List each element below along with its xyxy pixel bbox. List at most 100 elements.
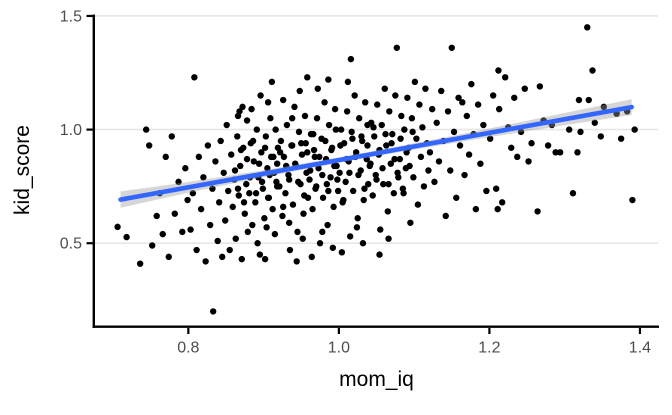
data-point xyxy=(226,246,233,254)
data-point xyxy=(378,121,385,129)
data-point xyxy=(617,135,625,142)
data-point xyxy=(448,44,455,51)
data-point xyxy=(193,246,200,254)
data-point xyxy=(316,240,324,247)
data-point xyxy=(123,233,130,241)
data-point xyxy=(243,180,250,188)
data-point xyxy=(349,135,356,142)
data-point xyxy=(377,226,384,233)
data-point xyxy=(483,187,490,195)
data-point xyxy=(289,201,297,208)
data-point xyxy=(235,192,242,199)
data-point xyxy=(187,226,194,233)
data-point xyxy=(165,253,172,261)
data-point xyxy=(142,126,150,133)
data-point xyxy=(136,260,144,267)
data-point xyxy=(285,176,293,183)
data-point xyxy=(209,308,217,315)
data-point xyxy=(369,192,376,199)
data-point xyxy=(495,105,503,113)
data-point xyxy=(256,251,264,258)
data-point xyxy=(189,190,197,197)
data-point xyxy=(334,176,341,183)
data-point xyxy=(411,78,419,86)
data-point xyxy=(362,99,369,106)
data-point xyxy=(212,158,219,165)
data-point xyxy=(384,208,391,215)
data-point xyxy=(234,133,241,140)
data-point xyxy=(315,165,322,172)
data-point xyxy=(220,169,227,176)
data-point xyxy=(280,153,288,161)
data-point xyxy=(299,235,306,242)
data-point xyxy=(433,119,440,126)
data-point xyxy=(534,208,541,215)
data-point xyxy=(514,153,521,161)
data-point xyxy=(422,85,429,92)
data-point xyxy=(237,162,244,170)
data-point xyxy=(442,212,449,220)
data-point xyxy=(472,205,480,213)
data-point xyxy=(322,137,329,145)
data-point xyxy=(253,126,261,133)
data-point xyxy=(262,133,270,140)
data-point xyxy=(480,121,487,129)
data-point xyxy=(455,94,462,101)
y-tick-label: 1.0 xyxy=(60,122,82,139)
data-point xyxy=(394,169,401,176)
data-point xyxy=(285,219,293,226)
data-point xyxy=(477,160,484,167)
data-point xyxy=(502,74,509,81)
data-point xyxy=(296,87,303,95)
data-point xyxy=(273,160,281,167)
data-point xyxy=(257,92,264,99)
data-point xyxy=(351,92,358,99)
data-point xyxy=(385,235,392,242)
data-point xyxy=(565,126,573,133)
data-point xyxy=(403,149,410,156)
regression-line xyxy=(118,104,634,202)
data-point xyxy=(447,167,454,174)
data-point xyxy=(316,153,323,161)
data-point xyxy=(292,160,299,167)
data-point xyxy=(261,144,269,151)
data-point xyxy=(364,142,371,149)
data-point xyxy=(309,205,316,213)
data-point xyxy=(237,146,245,154)
data-point xyxy=(492,185,500,192)
data-point xyxy=(313,183,320,190)
data-point xyxy=(301,112,309,120)
data-point xyxy=(396,155,404,163)
data-point xyxy=(243,117,251,124)
data-point xyxy=(498,199,506,206)
data-point xyxy=(629,196,636,204)
data-point xyxy=(353,224,361,231)
data-point xyxy=(252,199,259,206)
data-point xyxy=(486,135,494,142)
data-point xyxy=(295,128,303,136)
x-tick-label: 1.0 xyxy=(328,340,350,357)
data-point xyxy=(373,176,380,183)
data-point xyxy=(381,85,388,92)
data-point xyxy=(314,85,321,92)
data-point xyxy=(584,24,591,31)
data-point xyxy=(428,105,436,113)
data-point xyxy=(282,190,289,197)
data-point xyxy=(214,237,221,245)
data-point xyxy=(336,169,343,176)
data-point xyxy=(255,160,263,167)
data-point xyxy=(289,142,296,149)
data-point xyxy=(272,126,279,133)
data-point xyxy=(225,187,232,195)
data-point xyxy=(391,155,398,163)
data-point xyxy=(149,242,156,249)
data-point xyxy=(328,146,335,154)
data-point xyxy=(223,121,230,129)
data-point xyxy=(271,230,279,238)
data-point xyxy=(508,144,515,151)
data-point xyxy=(249,137,257,145)
data-point xyxy=(334,187,342,195)
data-point xyxy=(206,221,214,229)
data-point xyxy=(337,142,344,149)
